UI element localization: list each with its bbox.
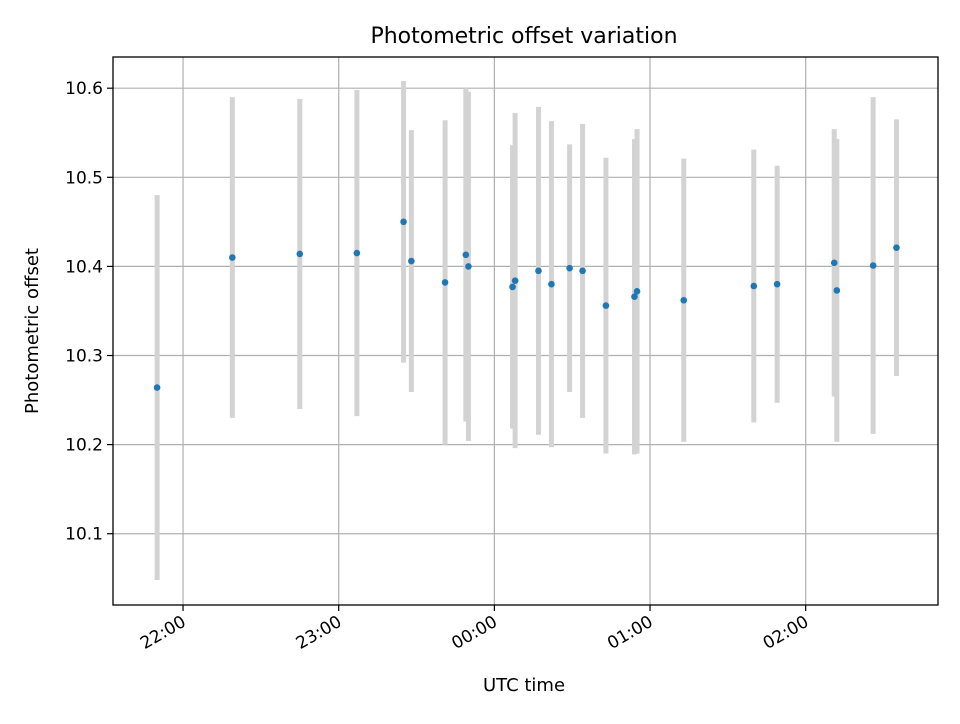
data-point xyxy=(408,257,415,265)
data-point xyxy=(462,251,470,259)
y-tick-label: 10.4 xyxy=(65,257,103,277)
data-point xyxy=(680,296,688,304)
data-point xyxy=(535,267,542,275)
data-point xyxy=(465,263,472,270)
grid xyxy=(113,57,938,605)
data-point xyxy=(153,384,161,391)
data-point xyxy=(579,267,586,275)
axis-ticks: 10.1 10.2 10.3 10.4 10.5 10.6 22:00 23:00 00:00 0… xyxy=(65,79,812,654)
data-point xyxy=(869,262,877,269)
y-tick-label: 10.3 xyxy=(65,347,103,367)
x-tick-label: 01:00 xyxy=(604,612,656,654)
data-point xyxy=(511,277,519,284)
data-point xyxy=(750,282,758,290)
y-tick-label: 10.1 xyxy=(65,525,103,545)
data-point xyxy=(633,288,641,295)
data-point xyxy=(631,293,638,300)
plot-frame xyxy=(112,56,939,606)
data-point xyxy=(229,254,236,261)
x-tick-label: 22:00 xyxy=(137,612,189,654)
data-point xyxy=(296,250,304,258)
data-point xyxy=(773,280,781,288)
data-point xyxy=(353,249,361,257)
data-points xyxy=(153,218,900,391)
data-point xyxy=(893,244,900,251)
data-point xyxy=(833,287,841,294)
data-point xyxy=(400,218,407,226)
x-axis-label: UTC time xyxy=(483,675,565,696)
data-point xyxy=(602,302,610,309)
chart-title: Photometric offset variation xyxy=(370,24,677,49)
x-tick-label: 02:00 xyxy=(760,612,812,654)
x-tick-label: 00:00 xyxy=(448,612,500,654)
data-point xyxy=(548,280,555,288)
data-point xyxy=(566,264,573,272)
y-tick-label: 10.6 xyxy=(65,79,103,99)
data-point xyxy=(509,283,516,291)
y-axis-label: Photometric offset xyxy=(22,248,43,414)
error-bars xyxy=(154,81,899,581)
data-point xyxy=(441,279,449,286)
y-tick-label: 10.2 xyxy=(65,436,103,456)
x-tick-label: 23:00 xyxy=(293,612,345,654)
y-tick-label: 10.5 xyxy=(65,168,103,188)
data-point xyxy=(830,259,838,267)
